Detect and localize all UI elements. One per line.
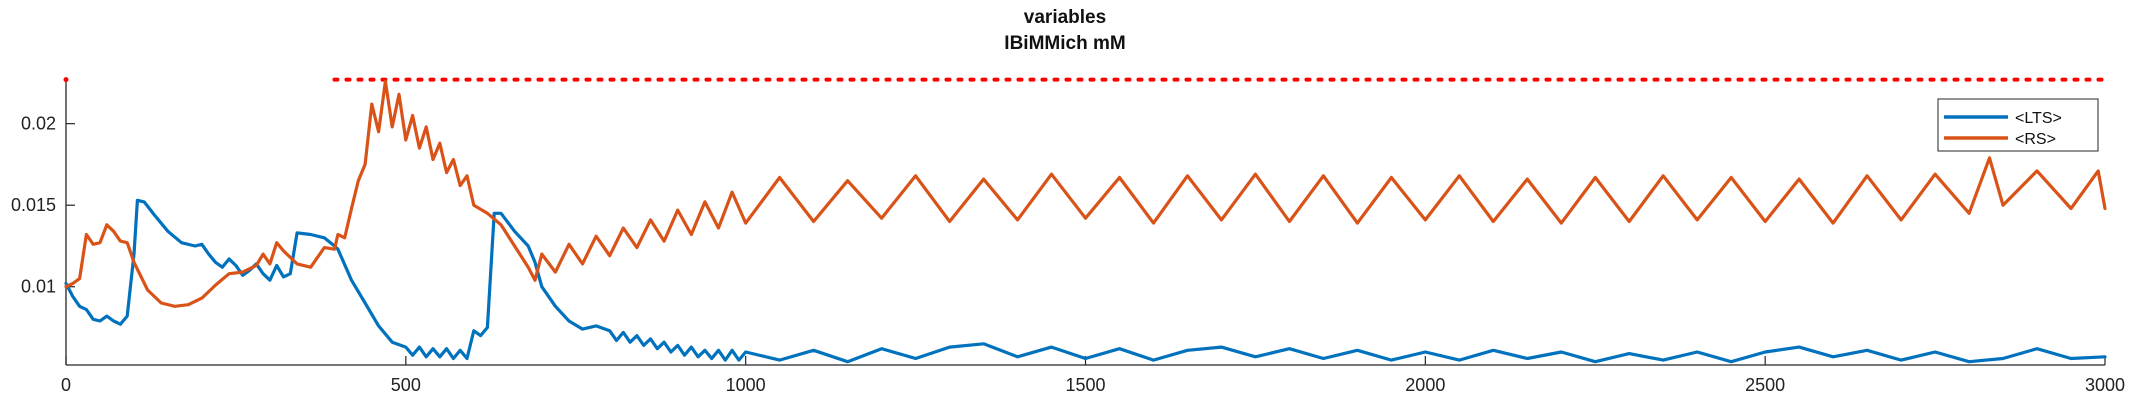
series-line-lts xyxy=(64,198,2107,364)
x-ticks: 0 500 1000 1500 2000 2500 3000 xyxy=(61,356,2125,395)
x-tick-label: 0 xyxy=(61,375,71,395)
x-tick-label: 1000 xyxy=(726,375,766,395)
y-tick-label: 0.01 xyxy=(21,277,56,297)
series-line-rs xyxy=(64,79,2107,308)
y-ticks: 0.01 0.015 0.02 xyxy=(11,114,75,297)
legend: <LTS> <RS> xyxy=(1937,98,2099,152)
chart-subtitle: IBiMMich mM xyxy=(1004,33,1125,54)
legend-label-lts: <LTS> xyxy=(2015,110,2062,127)
x-tick-label: 2000 xyxy=(1405,375,1445,395)
x-tick-label: 1500 xyxy=(1065,375,1105,395)
legend-label-rs: <RS> xyxy=(2015,131,2056,148)
x-tick-label: 3000 xyxy=(2085,375,2125,395)
y-tick-label: 0.02 xyxy=(21,114,56,134)
series-layer xyxy=(64,79,2107,364)
chart-title: variables xyxy=(1024,7,1106,28)
x-tick-label: 2500 xyxy=(1745,375,1785,395)
reference-line xyxy=(63,77,2107,83)
legend-box xyxy=(1937,98,2099,152)
reference-point xyxy=(63,77,69,83)
y-tick-label: 0.015 xyxy=(11,195,56,215)
x-tick-label: 500 xyxy=(391,375,421,395)
